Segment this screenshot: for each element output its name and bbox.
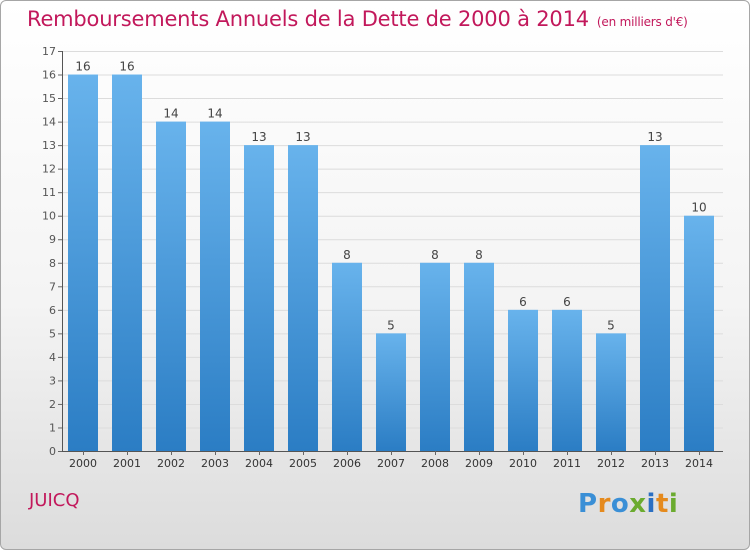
bar [332, 262, 362, 451]
logo-letter: x [629, 489, 647, 519]
x-tick-label: 2007 [377, 457, 405, 470]
data-label: 13 [647, 130, 662, 144]
chart-title: Remboursements Annuels de la Dette de 20… [27, 7, 688, 31]
data-label: 16 [75, 60, 90, 74]
y-tick-label: 4 [49, 351, 56, 364]
proxiti-logo: Proxiti [578, 489, 678, 519]
data-label: 8 [431, 248, 439, 262]
data-label: 8 [475, 248, 483, 262]
x-tick-label: 2000 [69, 457, 97, 470]
logo-letter: o [610, 489, 630, 519]
y-tick-label: 10 [42, 210, 56, 223]
bar [244, 145, 274, 451]
data-label: 16 [119, 60, 134, 74]
y-tick-label: 1 [49, 421, 56, 434]
bar [684, 215, 714, 451]
y-tick-label: 13 [42, 139, 56, 152]
y-tick-label: 2 [49, 398, 56, 411]
data-label: 8 [343, 248, 351, 262]
x-tick-label: 2005 [289, 457, 317, 470]
x-tick-label: 2008 [421, 457, 449, 470]
y-tick-label: 11 [42, 186, 56, 199]
y-tick-label: 17 [42, 45, 56, 58]
x-tick-label: 2014 [685, 457, 713, 470]
y-tick-label: 7 [49, 280, 56, 293]
y-tick-label: 3 [49, 374, 56, 387]
bar [68, 74, 98, 451]
bar [288, 145, 318, 451]
data-label: 14 [163, 107, 178, 121]
bar [640, 145, 670, 451]
data-label: 13 [295, 130, 310, 144]
y-tick-label: 15 [42, 92, 56, 105]
bar [112, 74, 142, 451]
chart-title-text: Remboursements Annuels de la Dette de 20… [27, 7, 589, 31]
x-tick-label: 2010 [509, 457, 537, 470]
y-tick-label: 14 [42, 116, 56, 129]
x-tick-label: 2012 [597, 457, 625, 470]
x-tick-label: 2002 [157, 457, 185, 470]
bars [68, 74, 714, 452]
city-name: JUICQ [29, 490, 80, 511]
data-label: 6 [563, 295, 571, 309]
data-label: 13 [251, 130, 266, 144]
logo-letter: t [655, 489, 669, 519]
data-label: 6 [519, 295, 527, 309]
unit-note: (en milliers d'€) [596, 15, 688, 29]
bar [508, 309, 538, 451]
x-tick-label: 2003 [201, 457, 229, 470]
logo-letter: P [578, 489, 598, 519]
data-labels: 16 16 14 14 13 13 8 5 8 8 6 6 5 13 10 [75, 60, 706, 333]
y-tick-label: 12 [42, 163, 56, 176]
x-tick-label: 2011 [553, 457, 581, 470]
x-tick-label: 2001 [113, 457, 141, 470]
y-tick-label: 16 [42, 69, 56, 82]
bar [156, 121, 186, 452]
data-label: 5 [607, 318, 615, 332]
bar [552, 309, 582, 451]
y-tick-label: 6 [49, 304, 56, 317]
y-tick-label: 0 [49, 445, 56, 458]
bar [464, 262, 494, 451]
x-tick-label: 2013 [641, 457, 669, 470]
data-label: 10 [691, 201, 706, 215]
x-tick-label: 2009 [465, 457, 493, 470]
bar [420, 262, 450, 451]
bar [200, 121, 230, 452]
x-tick-label: 2006 [333, 457, 361, 470]
bar [596, 333, 626, 451]
y-tick-label: 9 [49, 233, 56, 246]
data-label: 14 [207, 107, 222, 121]
y-tick-label: 8 [49, 257, 56, 270]
logo-letter: i [646, 489, 656, 519]
data-label: 5 [387, 318, 395, 332]
x-tick-label: 2004 [245, 457, 273, 470]
logo-letter: r [597, 489, 611, 519]
bar [376, 333, 406, 451]
y-tick-label: 5 [49, 327, 56, 340]
logo-letter: i [668, 489, 679, 519]
